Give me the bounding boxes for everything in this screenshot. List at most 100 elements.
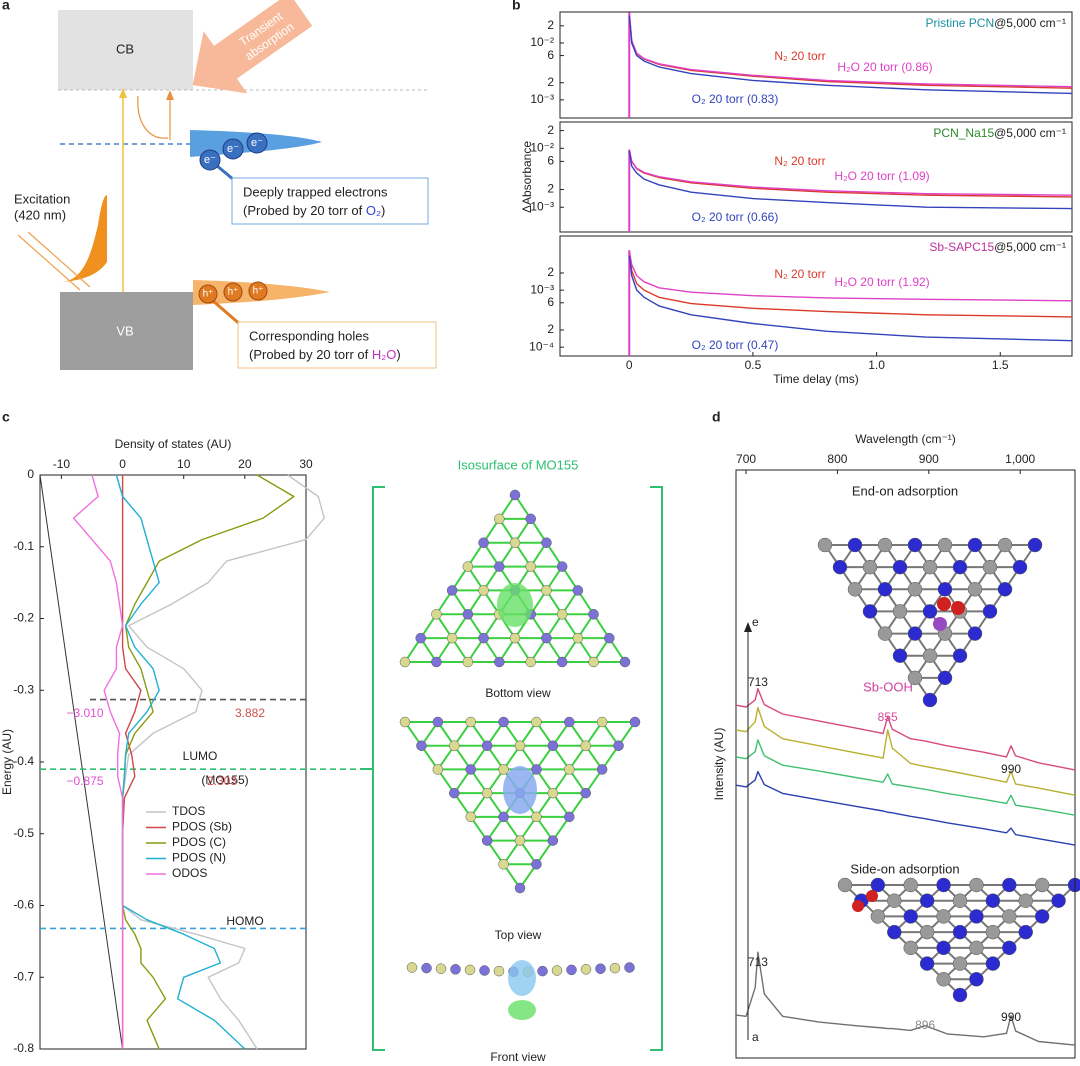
atom [877,537,893,553]
isosurface [497,583,533,627]
data-line [628,150,1073,210]
data-line [628,255,1073,342]
series-label: N₂ 20 torr [774,49,825,63]
plot-frame [559,11,1073,119]
cb-label: CB [116,41,134,56]
atom [465,811,476,823]
atom [936,909,951,924]
probe-text: ) [381,203,385,218]
atom [416,740,427,751]
data-line [121,474,325,1050]
atom [982,604,998,619]
box-text: (Probed by 20 torr of H₂O) [249,347,401,362]
arrow-label: e [752,615,759,629]
atom [1034,877,1050,893]
y-tick-label: 10⁻² [530,141,554,155]
atom [837,877,853,893]
atom [547,787,559,799]
atom [564,811,575,823]
vb-label: VB [116,323,133,338]
y-tick-label: 2 [547,18,554,32]
atom [967,582,983,597]
atom [399,656,411,668]
panel-label: c [2,409,10,425]
atom [531,716,542,728]
atom [907,537,923,553]
series-label: O₂ 20 torr (0.66) [692,210,779,224]
series-label: O₂ 20 torr (0.83) [692,92,779,106]
x-tick-label: 1.5 [992,358,1009,372]
y-tick-label: 6 [547,295,554,309]
data-line [628,252,1073,318]
atom [572,585,584,596]
data-line [628,250,1073,302]
atom [937,582,953,597]
atom [509,632,521,644]
atom [936,940,951,956]
atom [432,764,444,775]
molecule-label: Side-on adsorption [850,861,959,876]
panel-label: a [2,0,10,13]
atom [525,656,536,668]
atom [862,604,878,619]
atom [556,561,568,572]
atom [870,909,886,924]
atom [985,893,1001,908]
y-axis-label: Energy (AU) [0,729,14,795]
series-label: N₂ 20 torr [774,267,825,281]
atom [952,893,968,908]
atom [922,604,938,619]
isosurface-title: Isosurface of MO155 [458,457,579,472]
atom [997,582,1013,597]
y-tick-label: 2 [547,322,554,336]
atom [969,877,984,893]
atom [595,963,606,974]
atom [446,632,458,644]
y-tick-label: 2 [547,123,554,137]
atom [514,740,526,751]
atom [493,965,505,977]
molecule [837,877,1080,1003]
panel-title: PCN_Na15@5,000 cm⁻¹ [933,126,1066,140]
annotation: 3.882 [235,706,265,720]
atom [936,972,951,987]
y-axis-label: ΔAbsorbance [520,141,534,213]
atom [982,559,998,575]
panel-label: d [712,409,721,425]
data-line [735,688,1076,771]
atom [903,909,918,924]
y-tick-label: -0.1 [13,539,34,553]
electron-label: e⁻ [204,154,216,166]
atom [1051,893,1066,908]
atom [933,617,947,631]
electron [199,149,221,171]
annotation: 990 [1001,762,1021,776]
data-line [735,739,1076,816]
atom [967,626,983,641]
atom [969,909,984,924]
data-line [115,474,246,1050]
x-axis-label: Time delay (ms) [773,372,859,386]
vb-box [60,292,193,370]
atom [525,561,536,572]
atom [449,740,460,751]
y-tick-label: -0.8 [13,1041,34,1055]
y-tick-label: 10⁻³ [530,199,554,213]
atom [406,962,418,973]
x-tick-label: 0 [119,457,126,471]
y-tick-label: 6 [547,48,554,62]
annotation: 855 [878,710,898,724]
atom [1018,924,1033,940]
atom [478,585,489,596]
atom [435,963,447,974]
atom [1002,909,1017,924]
atom [624,962,635,973]
atom [564,716,575,728]
probe-gas: H₂O [372,347,397,362]
data-line [628,15,1073,95]
atom [580,740,591,751]
atom [588,656,599,668]
atom [1018,893,1033,908]
atom [481,740,493,751]
atom [596,716,608,728]
